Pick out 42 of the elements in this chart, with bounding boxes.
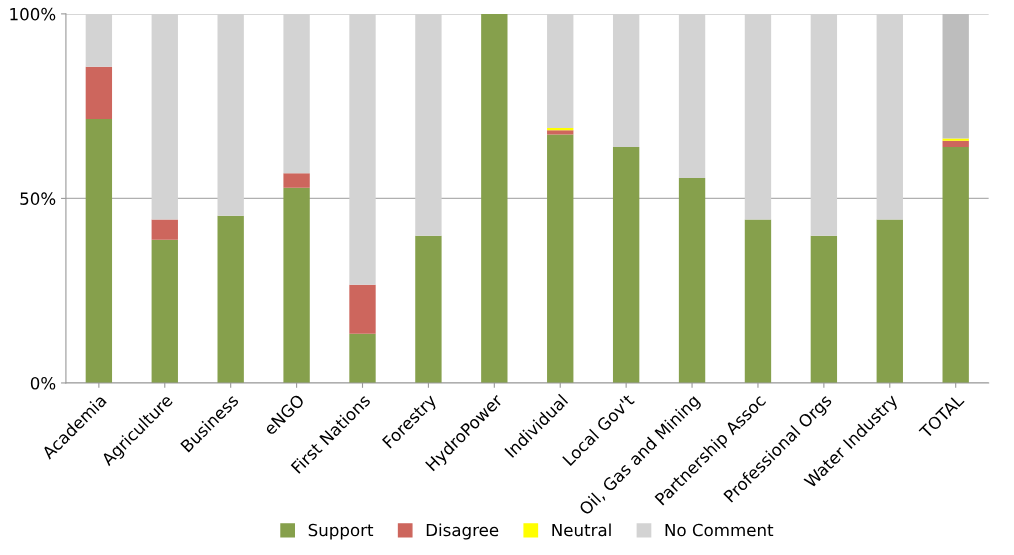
bar: [349, 284, 376, 334]
bar: [744, 219, 772, 383]
bar: [415, 13, 442, 236]
bar: [217, 13, 244, 216]
bar: [547, 127, 574, 131]
bar: [151, 13, 178, 220]
bar: [85, 66, 113, 120]
bar: [810, 13, 838, 236]
y-tick-label: 100%: [10, 7, 56, 21]
bar: [678, 178, 706, 383]
bar: [942, 138, 969, 141]
bar: [547, 130, 574, 135]
bar: [415, 235, 442, 383]
legend-label: No Comment: [665, 523, 774, 537]
bar: [481, 13, 508, 383]
bar: [942, 13, 969, 139]
bar: [151, 219, 178, 240]
bar: [217, 215, 244, 383]
bar: [876, 13, 903, 220]
bar: [349, 13, 376, 285]
legend-label: Support: [308, 523, 374, 540]
bar: [942, 147, 969, 383]
bar: [85, 13, 113, 67]
bar: [810, 235, 838, 383]
y-tick-label: 50%: [20, 192, 56, 205]
bar: [85, 119, 113, 383]
bar: [547, 134, 574, 383]
bar: [283, 187, 310, 383]
bar: [283, 13, 310, 174]
bar: [678, 13, 706, 179]
bar: [744, 13, 772, 220]
bar: [612, 13, 640, 148]
bar: [349, 333, 376, 383]
bar: [547, 13, 574, 128]
y-tick-label: 0%: [30, 376, 56, 390]
bar: [942, 140, 969, 148]
bar: [283, 173, 310, 188]
bar: [612, 147, 640, 383]
bar: [876, 219, 903, 383]
legend-label: Neutral: [552, 523, 611, 537]
legend-label: Disagree: [426, 523, 499, 540]
bar: [151, 239, 178, 383]
